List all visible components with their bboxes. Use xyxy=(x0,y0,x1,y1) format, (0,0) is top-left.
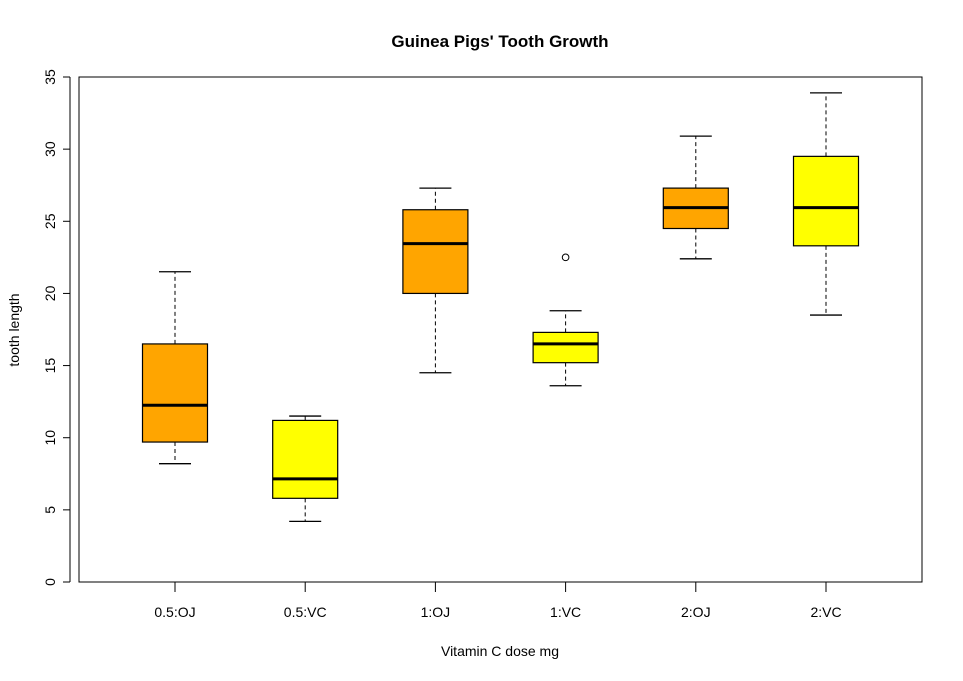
box-iqr xyxy=(272,419,339,499)
y-tick-label: 25 xyxy=(42,213,58,229)
y-tick-label: 10 xyxy=(42,430,58,446)
x-tick-label: 0.5:OJ xyxy=(154,604,195,620)
y-tick-label: 20 xyxy=(42,285,58,301)
box-iqr xyxy=(532,331,599,364)
box-0-5-VC xyxy=(272,415,339,523)
x-tick-label: 0.5:VC xyxy=(284,604,327,620)
box-iqr xyxy=(402,209,469,295)
x-axis: 0.5:OJ 0.5:VC 1:OJ 1:VC 2:OJ 2:VC xyxy=(154,582,842,620)
y-tick-label: 15 xyxy=(42,358,58,374)
box-iqr xyxy=(141,343,209,443)
y-tick-label: 30 xyxy=(42,141,58,157)
outlier-point xyxy=(561,253,570,262)
x-axis-label: Vitamin C dose mg xyxy=(441,643,559,659)
y-axis-label: tooth length xyxy=(6,293,22,366)
box-1-OJ xyxy=(402,187,469,374)
y-tick-label: 5 xyxy=(42,506,58,514)
y-axis: 0 5 10 15 20 25 30 35 xyxy=(42,69,71,586)
box-0-5-OJ xyxy=(141,271,209,465)
box-2-VC xyxy=(792,92,860,316)
x-tick-label: 2:OJ xyxy=(681,604,711,620)
plot-frame xyxy=(78,76,923,583)
box-1-VC xyxy=(532,253,599,387)
x-tick-label: 1:OJ xyxy=(421,604,451,620)
box-iqr xyxy=(792,155,860,247)
x-tick-label: 1:VC xyxy=(550,604,581,620)
y-tick-label: 0 xyxy=(42,578,58,586)
chart-title: Guinea Pigs' Tooth Growth xyxy=(391,32,608,51)
x-tick-label: 2:VC xyxy=(810,604,841,620)
y-tick-label: 35 xyxy=(42,69,58,85)
boxes xyxy=(141,92,860,523)
box-2-OJ xyxy=(662,135,729,260)
